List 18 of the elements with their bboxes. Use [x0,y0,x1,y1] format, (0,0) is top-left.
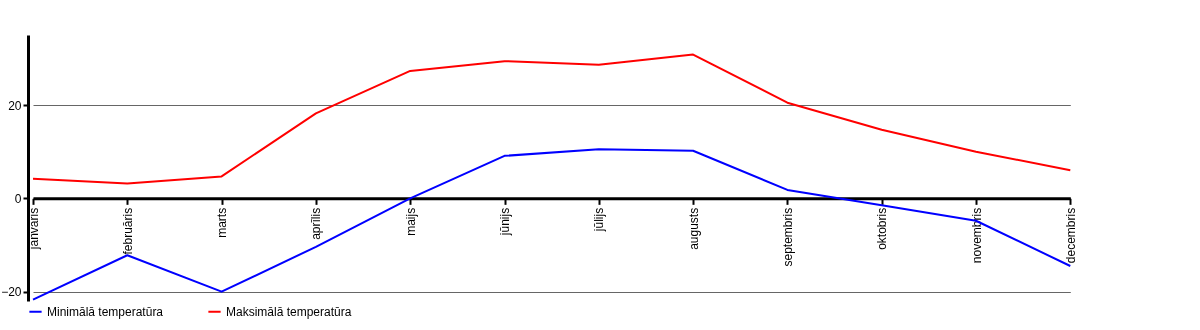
x-tick-label: jūnijs [498,207,512,237]
line-series [32,53,1072,185]
x-tick-label: decembris [1063,207,1078,264]
x-tick-label: februāris [120,207,135,255]
y-tick-label: 20 [8,98,22,113]
x-tick-label: jūlijs [592,207,607,233]
x-tick-label: marts [215,207,230,238]
y-tick-label: −20 [1,285,22,300]
x-tick-label: novembris [969,207,984,264]
x-tick-label: augusts [686,207,701,250]
series-label: Minimālā temperatūra [47,304,164,319]
x-tick-label: janvāris [26,207,41,251]
x-tick-label: septembris [780,207,795,267]
legend-label: Maksimālā temperatūra [226,304,352,319]
x-tick-label: oktobris [875,207,890,250]
x-tick-label: maijs [403,207,418,236]
x-tick-label: aprīlis [309,207,324,240]
y-tick-label: 0 [14,191,22,206]
